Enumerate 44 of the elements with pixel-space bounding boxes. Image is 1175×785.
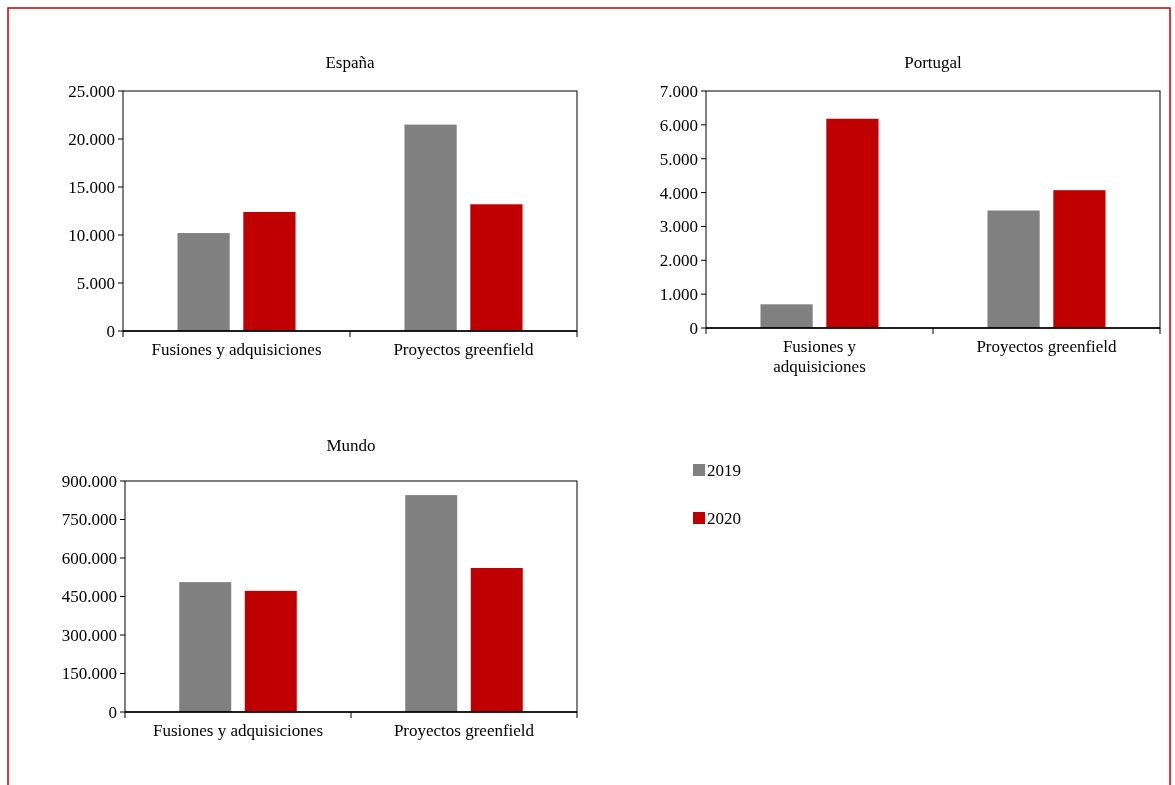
y-tick-label: 0 (689, 318, 698, 338)
y-tick-label: 10.000 (68, 225, 115, 245)
bar (404, 124, 457, 331)
x-tick-label: Proyectos greenfield (393, 721, 535, 740)
y-tick-label: 4.000 (659, 183, 698, 203)
bar (470, 204, 523, 331)
bar (243, 211, 296, 331)
bar (1053, 190, 1106, 328)
y-tick-label: 6.000 (659, 115, 698, 135)
bar (179, 582, 232, 712)
y-tick-label: 25.000 (68, 81, 115, 101)
y-tick-label: 0 (106, 321, 115, 341)
y-tick-label: 900.000 (61, 471, 117, 491)
legend-label: 2020 (707, 508, 741, 528)
chart-title: Mundo (326, 436, 376, 455)
bar (244, 590, 297, 712)
x-tick-label: Fusiones y adquisiciones (773, 337, 866, 376)
bar (405, 495, 458, 712)
y-tick-label: 7.000 (659, 81, 698, 101)
chart-title: Portugal (904, 53, 963, 72)
legend-label: 2019 (707, 460, 741, 480)
x-tick-label: Proyectos greenfield (976, 337, 1118, 356)
bar (177, 233, 230, 331)
bar (470, 568, 523, 712)
y-tick-label: 150.000 (61, 664, 117, 684)
x-tick-label: Fusiones y adquisiciones (151, 340, 322, 359)
bar (760, 304, 813, 328)
y-tick-label: 2.000 (659, 251, 698, 271)
y-tick-label: 0 (108, 702, 117, 722)
bar (826, 118, 879, 328)
y-tick-label: 600.000 (61, 548, 117, 568)
y-tick-label: 450.000 (61, 587, 117, 607)
bar (987, 210, 1040, 328)
x-tick-label: Fusiones y adquisiciones (153, 721, 323, 740)
y-tick-label: 5.000 (659, 149, 698, 169)
x-tick-label: Proyectos greenfield (393, 340, 535, 359)
y-tick-label: 5.000 (76, 273, 115, 293)
chart-title: España (325, 53, 375, 72)
y-tick-label: 300.000 (61, 625, 117, 645)
y-tick-label: 20.000 (68, 129, 115, 149)
y-tick-label: 1.000 (659, 285, 698, 305)
y-tick-label: 3.000 (659, 217, 698, 237)
y-tick-label: 750.000 (61, 510, 117, 530)
y-tick-label: 15.000 (68, 177, 115, 197)
